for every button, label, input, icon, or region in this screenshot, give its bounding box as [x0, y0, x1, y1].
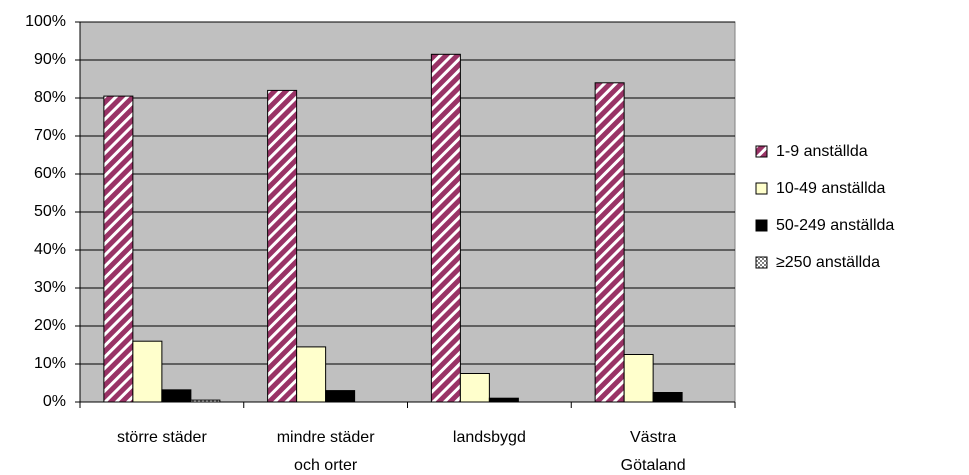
bar [267, 89, 298, 403]
bar [325, 390, 356, 403]
x-tick-label: Västra Götaland [621, 429, 686, 474]
bar [488, 397, 519, 403]
bar [652, 392, 683, 403]
x-tick-label: mindre städer och orter [277, 429, 375, 474]
legend-label: 1-9 anställda [776, 143, 868, 160]
y-tick-label: 0% [43, 393, 66, 410]
y-tick-label: 20% [34, 317, 66, 334]
y-tick-label: 30% [34, 279, 66, 296]
x-tick-label: större städer [117, 429, 207, 446]
y-tick-label: 60% [34, 165, 66, 182]
legend-swatch [755, 145, 768, 158]
legend-swatch [755, 219, 768, 232]
legend-swatch [755, 182, 768, 195]
legend-label: 50-249 anställda [776, 217, 894, 234]
legend-label: 10-49 anställda [776, 180, 886, 197]
bar [132, 340, 163, 403]
y-tick-label: 40% [34, 241, 66, 258]
y-tick-label: 80% [34, 89, 66, 106]
bar [103, 95, 134, 403]
bar [161, 389, 192, 403]
y-tick-label: 50% [34, 203, 66, 220]
bar [623, 354, 654, 403]
bar [594, 82, 625, 403]
bar [190, 399, 221, 403]
y-tick-label: 100% [25, 13, 66, 30]
y-tick-label: 70% [34, 127, 66, 144]
bar [459, 373, 490, 403]
legend-swatch [755, 256, 768, 269]
legend-label: ≥250 anställda [776, 254, 880, 271]
x-tick-label: landsbygd [453, 429, 526, 446]
bar [430, 53, 461, 403]
y-tick-label: 10% [34, 355, 66, 372]
y-tick-label: 90% [34, 51, 66, 68]
bar [296, 346, 327, 403]
